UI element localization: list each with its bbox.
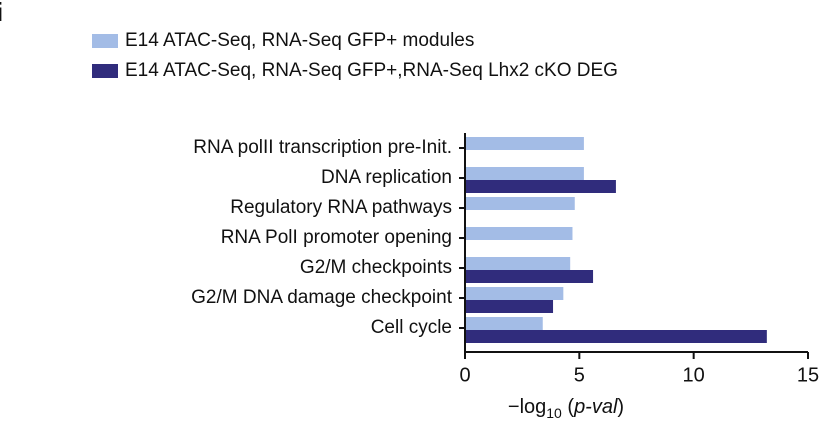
x-tick-label: 5 xyxy=(574,364,585,386)
x-label-open: ( xyxy=(562,396,575,418)
y-tick-label: DNA replication xyxy=(321,167,452,188)
bar xyxy=(465,257,571,270)
bar xyxy=(465,197,575,210)
y-tick-label: G2/M checkpoints xyxy=(300,257,452,278)
bar xyxy=(465,270,594,283)
legend-swatch xyxy=(92,64,118,78)
x-label-italic: p-val xyxy=(573,396,618,418)
x-label-main: −log xyxy=(508,396,546,418)
x-tick-label: 0 xyxy=(459,364,470,386)
legend-label: E14 ATAC-Seq, RNA-Seq GFP+,RNA-Seq Lhx2 … xyxy=(125,60,618,81)
bar xyxy=(465,287,564,300)
y-tick-label: Cell cycle xyxy=(371,317,452,338)
bar xyxy=(465,300,554,313)
x-tick-label: 15 xyxy=(797,364,819,386)
x-tick-label: 10 xyxy=(683,364,705,386)
bar xyxy=(465,180,616,193)
x-axis-label: −log10 (p-val) xyxy=(508,396,624,420)
bar xyxy=(465,330,767,343)
bar xyxy=(465,137,584,150)
bar xyxy=(465,227,573,240)
x-label-close: ) xyxy=(617,396,624,418)
y-tick-label: RNA polII transcription pre-Init. xyxy=(193,137,452,158)
panel-label: i xyxy=(0,0,3,27)
legend-swatch xyxy=(92,34,118,48)
bar xyxy=(465,317,543,330)
x-label-subscript: 10 xyxy=(546,405,562,421)
legend-label: E14 ATAC-Seq, RNA-Seq GFP+ modules xyxy=(125,30,474,51)
bar xyxy=(465,167,584,180)
y-tick-label: RNA PolI promoter opening xyxy=(221,227,452,248)
y-tick-label: G2/M DNA damage checkpoint xyxy=(191,287,453,308)
y-tick-label: Regulatory RNA pathways xyxy=(230,197,452,218)
